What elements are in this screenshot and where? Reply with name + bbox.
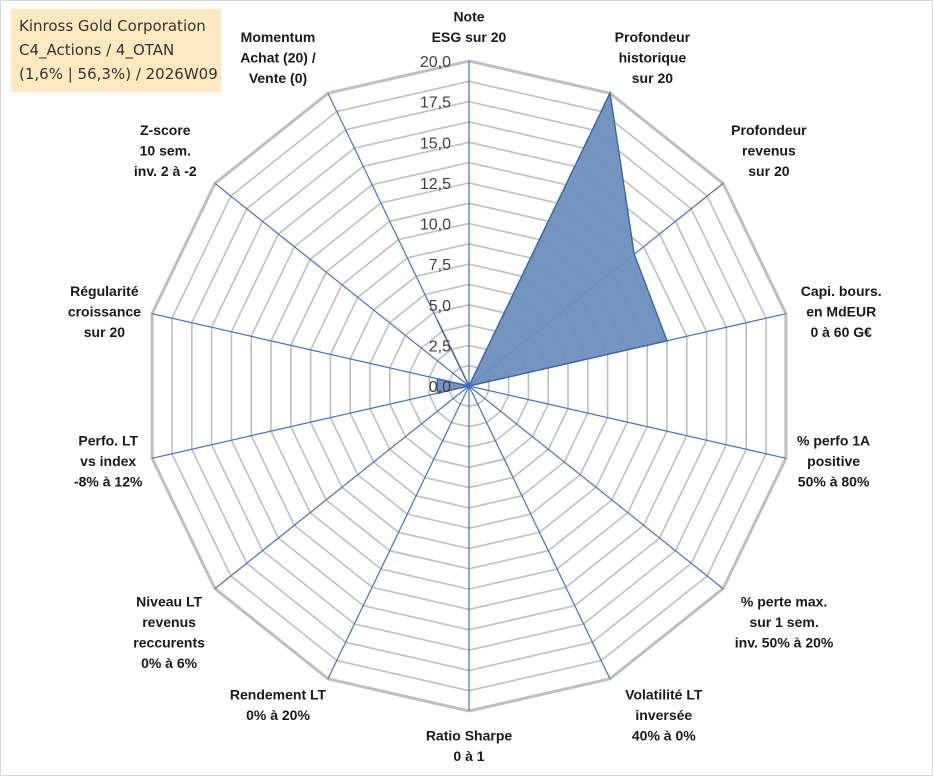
axis-label: Z-score 10 sem. inv. 2 à -2 <box>134 122 197 179</box>
axis-label-line: Profondeur <box>615 29 691 45</box>
title-category: C4_Actions / 4_OTAN <box>19 41 175 59</box>
axis-label-line: historique <box>619 50 687 66</box>
axis-label: Note ESG sur 20 <box>432 9 507 46</box>
axis-label-line: positive <box>807 453 860 469</box>
axis-spoke <box>214 385 470 590</box>
axis-label: Ratio Sharpe 0 à 1 <box>426 728 513 765</box>
radar-tick-labels: 0,0 2,5 5,0 7,5 10,0 12,5 15,0 17,5 20,0 <box>420 54 451 396</box>
axis-label-line: inv. 2 à -2 <box>134 163 197 179</box>
tick-label: 12,5 <box>420 176 451 193</box>
axis-label-line: 0 à 1 <box>453 748 484 764</box>
axis-label-line: revenus <box>742 143 796 159</box>
axis-label-line: Perfo. LT <box>78 432 138 448</box>
axis-label-line: Note <box>453 9 484 25</box>
axis-label-line: 50% à 80% <box>798 473 870 489</box>
axis-label-line: Profondeur <box>731 122 807 138</box>
axis-label: % perte max. sur 1 sem. inv. 50% à 20% <box>735 593 834 650</box>
axis-label-line: Niveau LT <box>136 593 202 609</box>
axis-label: Rendement LT 0% à 20% <box>230 686 327 723</box>
chart-title-box: Kinross Gold Corporation C4_Actions / 4_… <box>11 9 221 92</box>
axis-label-line: 10 sem. <box>140 143 191 159</box>
axis-spoke <box>468 385 724 590</box>
axis-label-line: sur 1 sem. <box>749 614 818 630</box>
axis-label-line: Ratio Sharpe <box>426 728 513 744</box>
axis-label-line: inv. 50% à 20% <box>735 634 834 650</box>
axis-label: Régularité croissance sur 20 <box>68 283 141 340</box>
axis-label-line: -8% à 12% <box>74 473 143 489</box>
axis-label-line: Achat (20) / <box>240 50 316 66</box>
axis-spoke <box>327 385 470 680</box>
tick-label: 20,0 <box>420 54 451 71</box>
tick-label: 10,0 <box>420 217 451 234</box>
axis-label-line: 0 à 60 G€ <box>810 324 872 340</box>
axis-spoke <box>151 385 470 459</box>
axis-label-line: % perfo 1A <box>797 432 870 448</box>
axis-label-line: vs index <box>80 453 136 469</box>
axis-label-line: % perte max. <box>741 593 827 609</box>
axis-spoke <box>468 385 787 459</box>
axis-label-line: 40% à 0% <box>632 727 696 743</box>
axis-label-line: Z-score <box>140 122 191 138</box>
axis-spoke <box>151 313 470 387</box>
radar-series <box>436 90 669 395</box>
axis-spoke <box>214 182 470 387</box>
axis-label-line: reccurents <box>133 634 205 650</box>
tick-label: 2,5 <box>429 338 451 355</box>
axis-label: Capi. bours. en MdEUR 0 à 60 G€ <box>801 283 882 340</box>
title-stats: (1,6% | 56,3%) / 2026W09 <box>19 65 218 83</box>
axis-label-line: croissance <box>68 304 141 320</box>
axis-label-line: revenus <box>142 614 196 630</box>
axis-label-line: sur 20 <box>748 163 789 179</box>
axis-label-line: Capi. bours. <box>801 283 882 299</box>
axis-label-line: 0% à 20% <box>246 707 310 723</box>
axis-label: Profondeur historique sur 20 <box>615 29 691 86</box>
axis-label-line: 0% à 6% <box>141 655 198 671</box>
tick-label: 7,5 <box>429 257 451 274</box>
axis-label: Momentum Achat (20) / Vente (0) <box>240 29 316 86</box>
axis-label-line: en MdEUR <box>806 304 876 320</box>
axis-label: Niveau LT revenus reccurents 0% à 6% <box>133 593 205 671</box>
axis-label-line: sur 20 <box>632 70 673 86</box>
series-area <box>436 90 669 395</box>
axis-label-line: Momentum <box>241 29 316 45</box>
axis-label-line: Régularité <box>70 283 139 299</box>
tick-label: 5,0 <box>429 298 451 315</box>
axis-label-line: sur 20 <box>84 324 125 340</box>
axis-label: % perfo 1A positive 50% à 80% <box>797 432 870 489</box>
axis-label: Perfo. LT vs index -8% à 12% <box>74 432 143 489</box>
axis-label-line: ESG sur 20 <box>432 29 507 45</box>
tick-label: 15,0 <box>420 135 451 152</box>
axis-label-line: inversée <box>635 707 692 723</box>
radar-axis-labels: Note ESG sur 20 Profondeur historique sur 20… <box>68 9 882 765</box>
axis-label: Volatilité LT inversée 40% à 0% <box>625 686 703 743</box>
axis-spoke <box>468 385 611 680</box>
axis-label: Profondeur revenus sur 20 <box>731 122 807 179</box>
tick-label: 17,5 <box>420 95 451 112</box>
axis-label-line: Vente (0) <box>249 70 307 86</box>
title-company: Kinross Gold Corporation <box>19 17 206 35</box>
axis-label-line: Volatilité LT <box>625 686 703 702</box>
tick-label: 0,0 <box>429 379 451 396</box>
axis-label-line: Rendement LT <box>230 686 327 702</box>
